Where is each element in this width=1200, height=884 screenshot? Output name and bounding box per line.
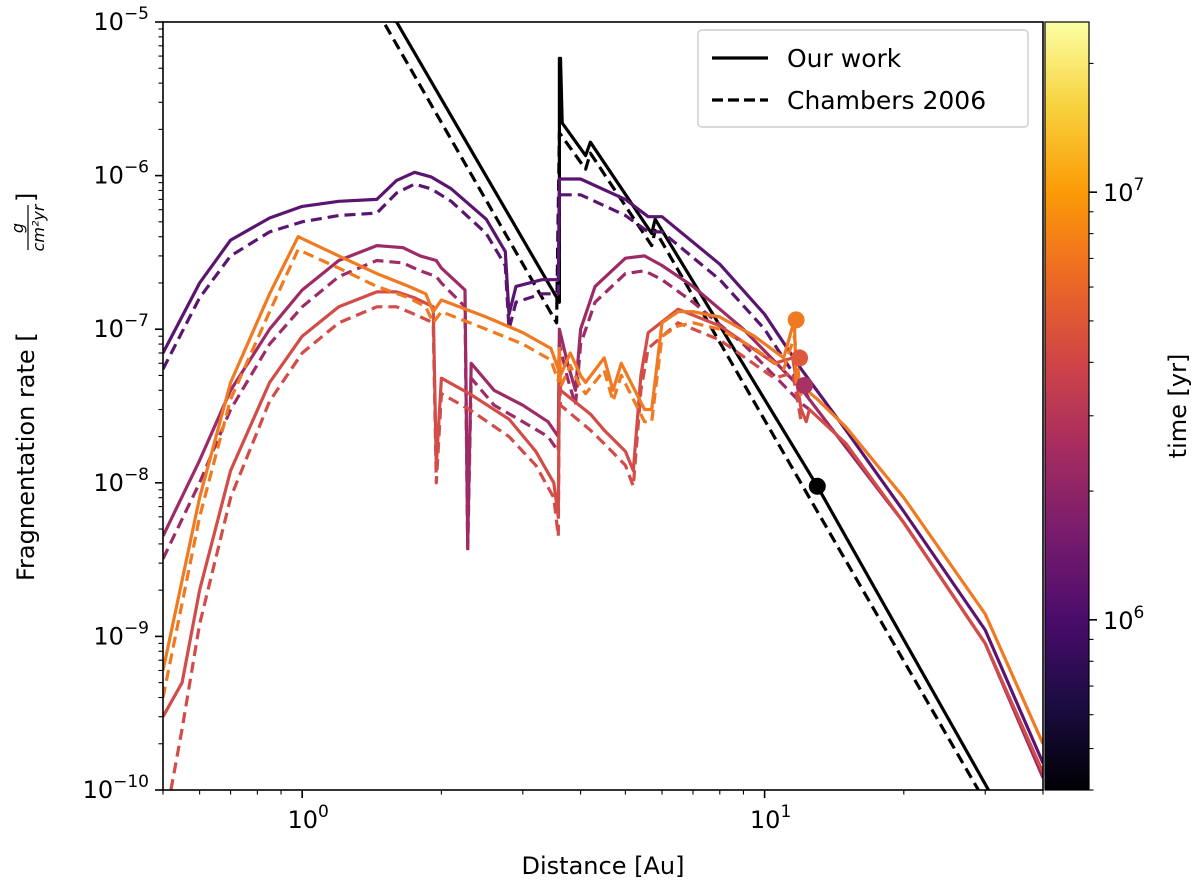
y-tick-label: 10−10 [83,772,149,804]
x-axis-label: Distance [Au] [522,852,685,880]
series-line-9-dashed [163,248,803,698]
legend-label-chambers: Chambers 2006 [787,86,986,115]
plot-background [163,22,1043,790]
colorbar-ticks: 106 107 [1089,62,1144,791]
colorbar-tick-label: 106 [1103,603,1144,635]
y-tick-label: 10−8 [93,465,149,497]
legend-box [697,29,1029,128]
y-tick-label: 10−7 [93,311,149,343]
y-tick-label: 10−9 [93,618,149,650]
y-tick-label: 10−5 [93,4,149,36]
x-axis-ticks: 100 101 [162,790,1044,834]
colorbar-label: time [yr] [1164,354,1192,459]
series-line-2-solid [163,170,1043,764]
marker-layer [787,311,826,495]
series-line-4-solid [163,244,1043,779]
colorbar-tick-label: 107 [1103,175,1144,207]
x-tick-label: 100 [288,802,329,834]
series-line-3-dashed [163,182,811,401]
colorbar: 106 107 time [yr] [1044,21,1192,791]
marker-point-3 [796,376,814,394]
y-axis-unit-numerator: g [8,223,27,233]
x-tick-label: 101 [750,802,791,834]
y-axis-label-close: ] [12,193,40,202]
marker-point-2 [791,349,809,367]
y-axis-unit-denominator: cm²yr [29,203,48,251]
series-line-5-dashed [163,258,811,560]
y-axis-label-main: Fragmentation rate [ [12,332,40,581]
plot-frame [162,21,1044,791]
legend: Our work Chambers 2006 [697,29,1029,128]
marker-point-0 [808,477,826,495]
y-tick-label: 10−6 [93,158,149,190]
colorbar-gradient [1044,21,1090,791]
y-axis-ticks: 10−10 10−9 10−8 10−7 10−6 10−5 [83,4,163,804]
series-layer [163,22,1043,790]
series-line-7-dashed [169,305,803,790]
svg-text:Fragmentation rate [: Fragmentation rate [ [12,332,40,581]
series-line-0-solid [393,22,990,790]
legend-label-our-work: Our work [787,44,902,73]
series-line-1-dashed [380,22,980,790]
marker-point-1 [787,311,805,329]
y-axis-label: Fragmentation rate [ g cm²yr ] [8,193,48,581]
